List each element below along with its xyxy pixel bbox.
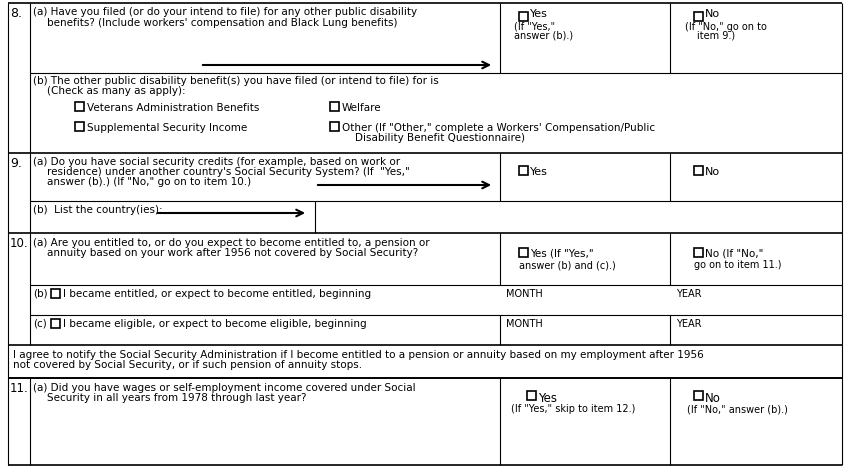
- Text: benefits? (Include workers' compensation and Black Lung benefits): benefits? (Include workers' compensation…: [47, 18, 398, 28]
- Bar: [519, 12, 528, 21]
- Text: Security in all years from 1978 through last year?: Security in all years from 1978 through …: [47, 393, 307, 403]
- Text: answer (b) and (c).): answer (b) and (c).): [519, 260, 615, 270]
- Text: 9.: 9.: [10, 157, 22, 170]
- Bar: [75, 102, 84, 111]
- Text: item 9.): item 9.): [697, 31, 735, 41]
- Bar: [330, 102, 339, 111]
- Bar: [51, 289, 60, 298]
- Text: No (If "No,": No (If "No,": [705, 249, 763, 259]
- Text: Yes (If "Yes,": Yes (If "Yes,": [530, 249, 593, 259]
- Text: (a) Did you have wages or self-employment income covered under Social: (a) Did you have wages or self-employmen…: [33, 383, 416, 393]
- Bar: [694, 391, 703, 400]
- Text: 10.: 10.: [10, 237, 29, 250]
- Text: Disability Benefit Questionnaire): Disability Benefit Questionnaire): [355, 133, 525, 143]
- Bar: [694, 248, 703, 257]
- Text: (If "Yes,": (If "Yes,": [514, 22, 555, 32]
- Bar: [519, 166, 528, 175]
- Text: (b)  List the country(ies):: (b) List the country(ies):: [33, 205, 166, 215]
- Text: MONTH: MONTH: [506, 319, 543, 329]
- Bar: [51, 319, 60, 328]
- Bar: [694, 166, 703, 175]
- Text: (a) Do you have social security credits (for example, based on work or: (a) Do you have social security credits …: [33, 157, 400, 167]
- Text: Veterans Administration Benefits: Veterans Administration Benefits: [87, 103, 259, 113]
- Text: (If "Yes," skip to item 12.): (If "Yes," skip to item 12.): [511, 404, 635, 414]
- Text: Other (If "Other," complete a Workers' Compensation/Public: Other (If "Other," complete a Workers' C…: [342, 123, 655, 133]
- Text: (If "No," go on to: (If "No," go on to: [685, 22, 767, 32]
- Bar: [330, 122, 339, 131]
- Text: annuity based on your work after 1956 not covered by Social Security?: annuity based on your work after 1956 no…: [47, 248, 418, 258]
- Text: 8.: 8.: [10, 7, 22, 20]
- Text: MONTH: MONTH: [506, 289, 543, 299]
- Bar: [75, 122, 84, 131]
- Text: Yes: Yes: [530, 167, 548, 177]
- Text: go on to item 11.): go on to item 11.): [694, 260, 781, 270]
- Text: YEAR: YEAR: [676, 289, 701, 299]
- Text: (a) Have you filed (or do your intend to file) for any other public disability: (a) Have you filed (or do your intend to…: [33, 7, 417, 17]
- Text: Supplemental Security Income: Supplemental Security Income: [87, 123, 247, 133]
- Bar: [527, 391, 536, 400]
- Text: (Check as many as apply):: (Check as many as apply):: [47, 86, 185, 96]
- Bar: [694, 12, 703, 21]
- Text: answer (b).): answer (b).): [514, 31, 573, 41]
- Text: 11.: 11.: [10, 382, 29, 395]
- Text: (If "No," answer (b).): (If "No," answer (b).): [687, 404, 788, 414]
- Text: not covered by Social Security, or if such pension of annuity stops.: not covered by Social Security, or if su…: [13, 360, 362, 370]
- Text: (b) The other public disability benefit(s) you have filed (or intend to file) fo: (b) The other public disability benefit(…: [33, 76, 439, 86]
- Text: (a) Are you entitled to, or do you expect to become entitled to, a pension or: (a) Are you entitled to, or do you expec…: [33, 238, 429, 248]
- Text: No: No: [705, 167, 720, 177]
- Text: residence) under another country's Social Security System? (If  "Yes,": residence) under another country's Socia…: [47, 167, 410, 177]
- Text: Welfare: Welfare: [342, 103, 382, 113]
- Text: (b): (b): [33, 289, 48, 299]
- Text: No: No: [705, 392, 721, 405]
- Text: No: No: [705, 9, 720, 19]
- Text: answer (b).) (If "No," go on to item 10.): answer (b).) (If "No," go on to item 10.…: [47, 177, 251, 187]
- Text: I agree to notify the Social Security Administration if I become entitled to a p: I agree to notify the Social Security Ad…: [13, 350, 704, 360]
- Text: I became entitled, or expect to become entitled, beginning: I became entitled, or expect to become e…: [63, 289, 371, 299]
- Bar: [519, 248, 528, 257]
- Text: I became eligible, or expect to become eligible, beginning: I became eligible, or expect to become e…: [63, 319, 366, 329]
- Text: Yes: Yes: [530, 9, 548, 19]
- Text: YEAR: YEAR: [676, 319, 701, 329]
- Text: Yes: Yes: [538, 392, 557, 405]
- Text: (c): (c): [33, 319, 47, 329]
